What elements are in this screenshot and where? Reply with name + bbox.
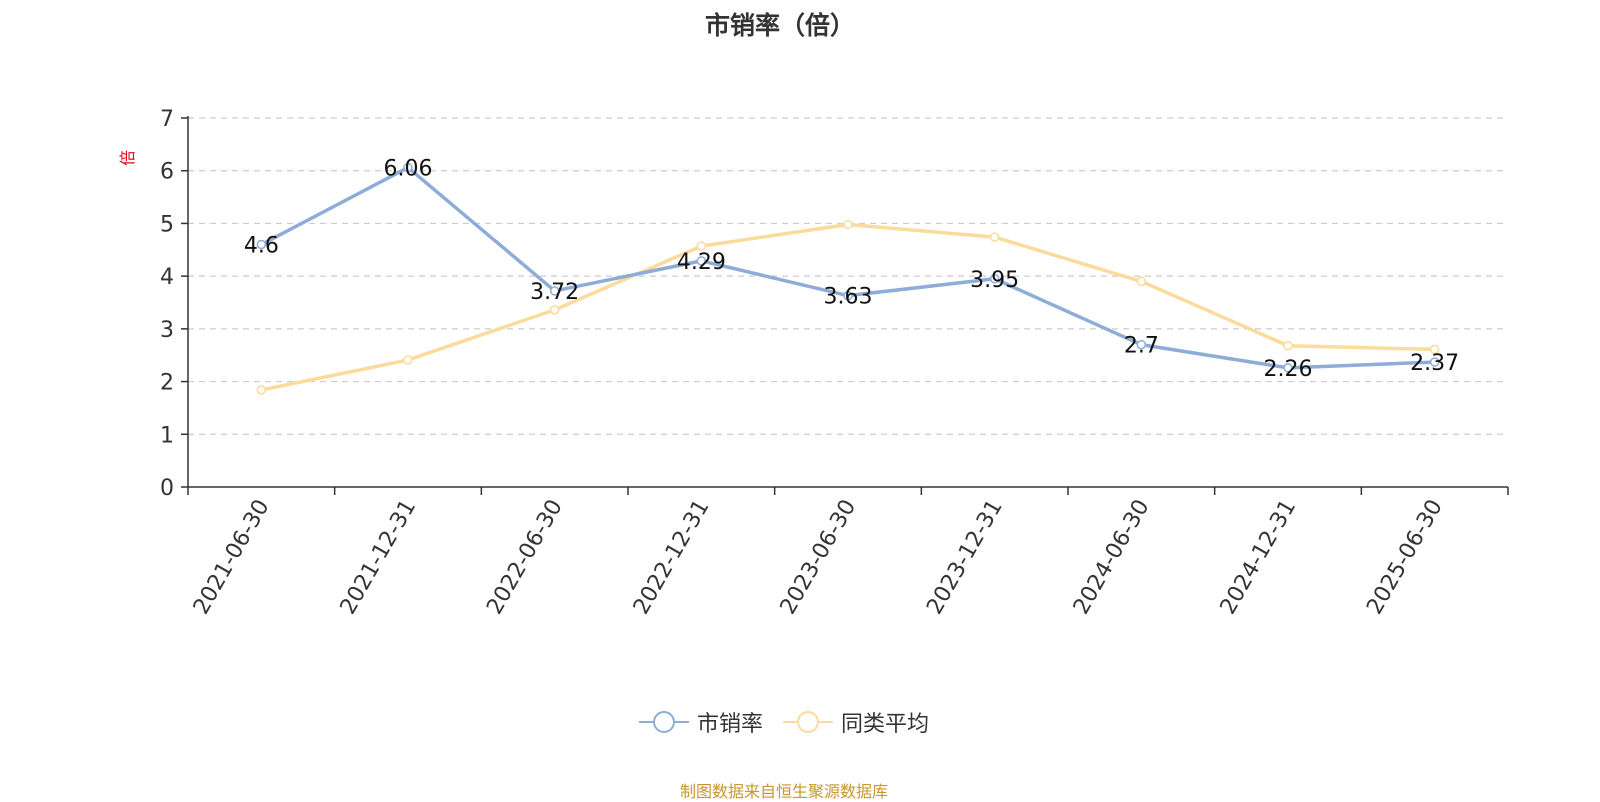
data-point	[1136, 339, 1147, 350]
data-labels: 4.6 6.06 3.72 4.29 3.63 3.95 2.7 2.26 2.37	[244, 157, 1459, 382]
x-tick-label: 2022-12-31	[629, 496, 715, 619]
legend-item-peer-average[interactable]: 同类平均	[783, 706, 929, 738]
x-tick-label: 2024-12-31	[1216, 496, 1302, 619]
data-label: 3.72	[530, 280, 579, 305]
x-tick-label: 2021-12-31	[336, 496, 422, 619]
data-point	[989, 274, 1000, 284]
x-tick-label: 2024-06-30	[1069, 496, 1155, 619]
legend-label: 市销率	[696, 712, 763, 737]
grid-lines	[188, 117, 1508, 435]
source-note: 制图数据来自恒生聚源数据库	[679, 782, 888, 801]
data-point	[256, 385, 267, 395]
y-tick-label: 3	[160, 318, 174, 343]
data-point	[1283, 363, 1293, 373]
data-point	[843, 219, 853, 230]
data-point	[1136, 276, 1147, 287]
data-label: 6.06	[384, 157, 433, 182]
y-tick-label: 1	[160, 423, 174, 448]
data-point	[403, 162, 413, 173]
data-point	[843, 290, 853, 301]
x-tick-label: 2025-06-30	[1362, 496, 1448, 619]
data-label: 4.29	[677, 250, 726, 275]
data-point	[696, 241, 707, 251]
y-tick-label: 0	[160, 476, 174, 501]
series-lines	[256, 162, 1440, 395]
data-label: 3.95	[970, 268, 1019, 293]
x-tick-label: 2022-06-30	[482, 496, 568, 619]
data-label: 2.26	[1264, 357, 1313, 382]
y-tick-label: 7	[160, 107, 174, 132]
data-point	[989, 232, 1000, 242]
legend-marker-icon	[783, 711, 833, 733]
data-point	[1429, 344, 1440, 355]
data-label: 4.6	[244, 234, 279, 259]
data-label: 3.63	[824, 285, 873, 310]
series-line	[259, 165, 1437, 370]
y-tick-label: 4	[160, 265, 174, 290]
data-point	[256, 239, 267, 250]
data-point	[1429, 357, 1440, 367]
data-point	[1283, 340, 1293, 351]
legend-item-pricesales[interactable]: 市销率	[638, 706, 763, 738]
y-axis-label: 倍	[118, 150, 137, 166]
data-point	[696, 256, 707, 266]
data-point	[549, 286, 560, 296]
data-label: 2.7	[1124, 334, 1159, 359]
data-point	[403, 355, 413, 365]
legend-circle	[797, 711, 819, 733]
legend-circle	[652, 711, 675, 733]
y-tick-label: 5	[160, 212, 174, 237]
legend-label: 同类平均	[841, 712, 930, 737]
data-label: 2.37	[1410, 351, 1459, 376]
y-tick-label: 6	[160, 160, 174, 185]
x-tick-label: 2021-06-30	[189, 496, 275, 619]
x-tick-label: 2023-06-30	[776, 496, 862, 619]
legend: 市销率 同类平均	[0, 706, 1568, 738]
y-tick-label: 2	[160, 371, 174, 396]
data-point	[549, 305, 560, 315]
legend-marker-icon	[638, 711, 689, 733]
chart-title: 市销率（倍）	[704, 11, 855, 40]
x-tick-label: 2023-12-31	[922, 496, 1008, 619]
